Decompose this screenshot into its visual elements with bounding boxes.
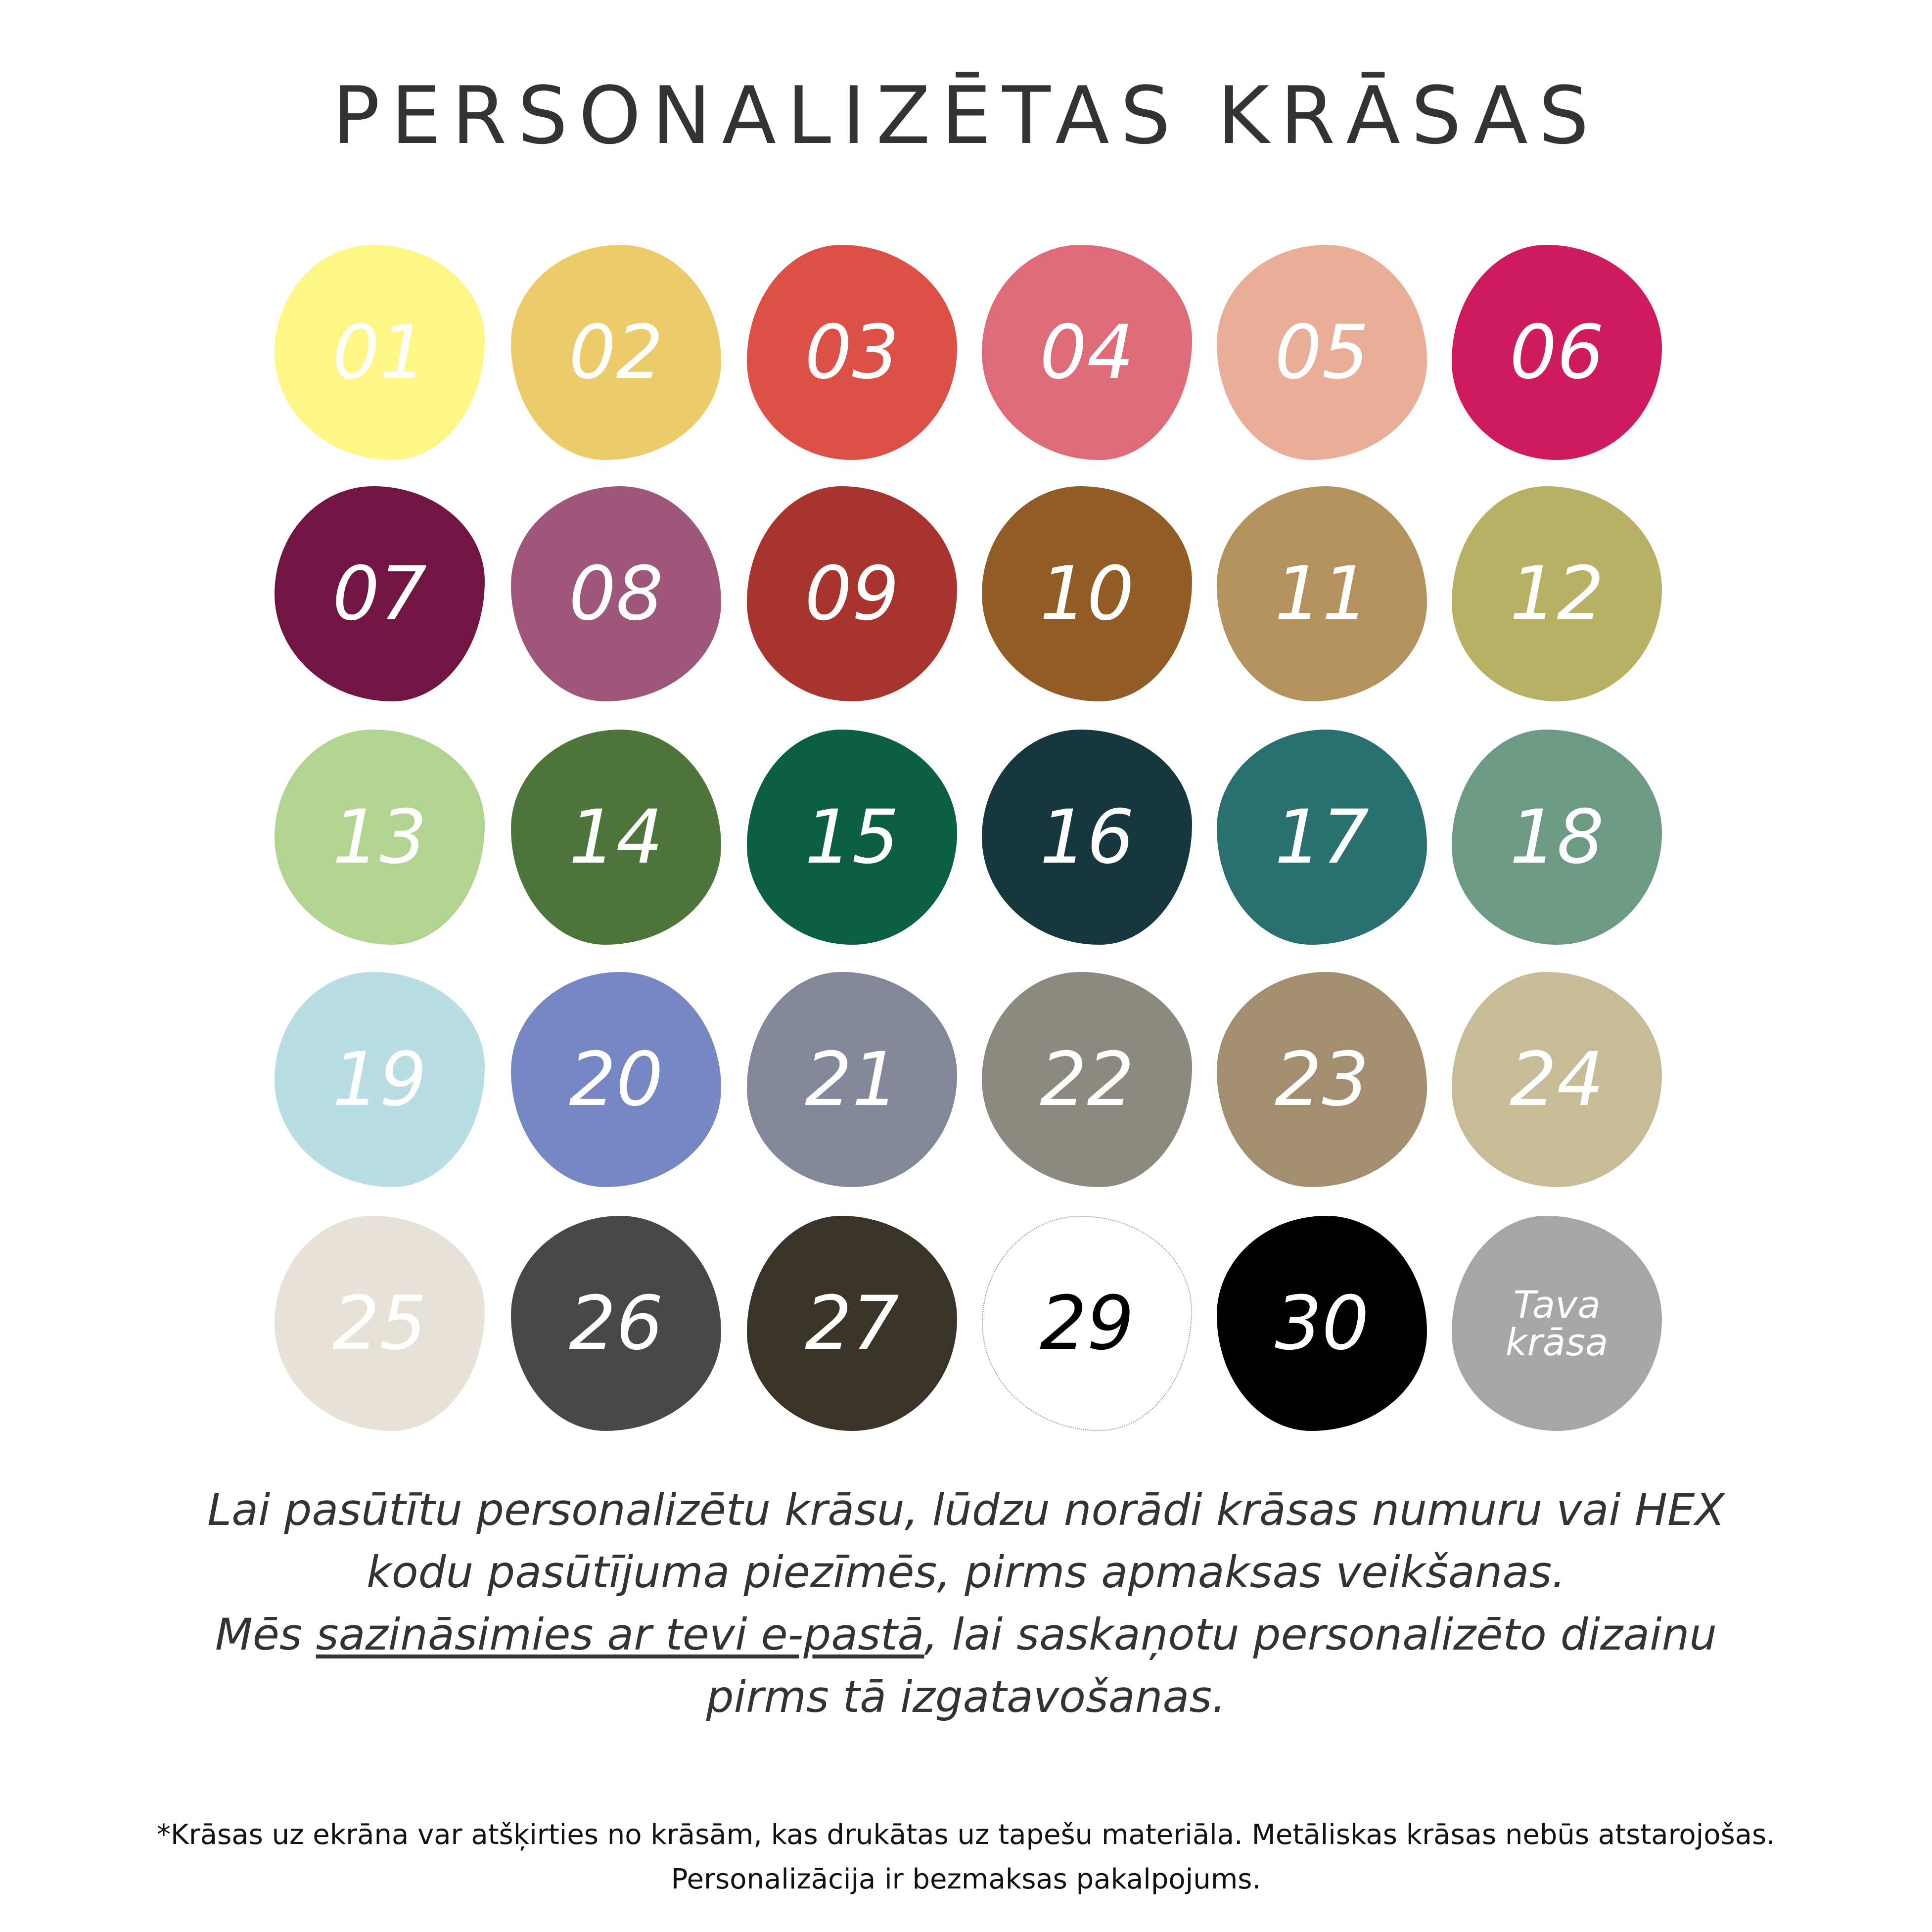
swatch-label: 27 xyxy=(805,1280,899,1367)
color-swatch[interactable]: 04 xyxy=(982,245,1192,460)
swatch-label: 26 xyxy=(569,1280,663,1367)
swatch-label: 19 xyxy=(332,1036,427,1123)
instructions-line-4: pirms tā izgatavošanas. xyxy=(706,1671,1226,1722)
color-swatch[interactable]: 08 xyxy=(511,486,721,701)
color-swatch[interactable]: 17 xyxy=(1217,730,1427,945)
swatch-label: 23 xyxy=(1275,1036,1369,1123)
color-swatch[interactable]: 13 xyxy=(275,730,485,945)
swatch-label: 14 xyxy=(569,794,663,880)
swatch-label: 29 xyxy=(1040,1280,1134,1367)
color-swatch[interactable]: 01 xyxy=(275,245,485,460)
color-swatch[interactable]: 24 xyxy=(1452,972,1662,1187)
swatch-label: 16 xyxy=(1040,794,1134,880)
footnote-line-1: *Krāsas uz ekrāna var atšķirties no krās… xyxy=(157,1819,1775,1851)
instructions-line-2: kodu pasūtījuma piezīmēs, pirms apmaksas… xyxy=(366,1547,1566,1598)
swatch-label: Tava krāsa xyxy=(1505,1282,1609,1364)
color-swatch[interactable]: 03 xyxy=(747,245,957,460)
color-swatch[interactable]: 19 xyxy=(275,972,485,1187)
color-swatch[interactable]: 09 xyxy=(747,486,957,701)
swatch-label: 01 xyxy=(332,309,427,396)
color-swatch[interactable]: 27 xyxy=(747,1216,957,1431)
swatch-label: 18 xyxy=(1510,794,1604,880)
color-swatch[interactable]: 12 xyxy=(1452,486,1662,701)
swatch-label: 09 xyxy=(805,551,899,637)
swatch-label: 07 xyxy=(332,551,427,637)
color-swatch[interactable]: 10 xyxy=(982,486,1192,701)
color-swatch[interactable]: 06 xyxy=(1452,245,1662,460)
color-swatch[interactable]: 29 xyxy=(982,1216,1192,1431)
swatch-label: 17 xyxy=(1275,794,1369,880)
instructions-line-3: Mēs sazināsimies ar tevi e-pastā, lai sa… xyxy=(0,1604,1932,1666)
email-contact-link[interactable]: sazināsimies ar tevi e-pastā xyxy=(316,1609,924,1660)
color-swatch[interactable]: 16 xyxy=(982,730,1192,945)
color-swatch[interactable]: 26 xyxy=(511,1216,721,1431)
swatch-label: 03 xyxy=(805,309,899,396)
swatch-label: 11 xyxy=(1275,551,1369,637)
color-swatch[interactable]: 07 xyxy=(275,486,485,701)
color-swatch[interactable]: 20 xyxy=(511,972,721,1187)
swatch-label: 10 xyxy=(1040,551,1134,637)
swatch-label: 13 xyxy=(332,794,427,880)
color-swatch[interactable]: 18 xyxy=(1452,730,1662,945)
swatch-label: 04 xyxy=(1040,309,1134,396)
color-swatch[interactable]: 25 xyxy=(275,1216,485,1431)
text: , lai saskaņotu personalizēto dizainu xyxy=(924,1609,1717,1660)
instructions-line-1: Lai pasūtītu personalizētu krāsu, lūdzu … xyxy=(207,1484,1725,1535)
color-swatch[interactable]: 30 xyxy=(1217,1216,1427,1431)
swatch-label: 25 xyxy=(332,1280,427,1367)
color-swatch[interactable]: Tava krāsa xyxy=(1452,1216,1662,1431)
footnote-line-2: Personalizācija ir bezmaksas pakalpojums… xyxy=(671,1863,1261,1895)
swatch-label: 20 xyxy=(569,1036,663,1123)
footnote: *Krāsas uz ekrāna var atšķirties no krās… xyxy=(0,1813,1932,1902)
page-title: PERSONALIZĒTAS KRĀSAS xyxy=(332,69,1600,162)
swatch-label: 22 xyxy=(1040,1036,1134,1123)
color-swatch[interactable]: 14 xyxy=(511,730,721,945)
text: Mēs xyxy=(215,1609,316,1660)
swatch-label: 08 xyxy=(569,551,663,637)
color-swatch[interactable]: 02 xyxy=(511,245,721,460)
instructions-paragraph: Lai pasūtītu personalizētu krāsu, lūdzu … xyxy=(0,1479,1932,1728)
swatch-label: 02 xyxy=(569,309,663,396)
color-swatch[interactable]: 22 xyxy=(982,972,1192,1187)
swatch-label: 24 xyxy=(1510,1036,1604,1123)
color-swatch[interactable]: 21 xyxy=(747,972,957,1187)
color-swatch[interactable]: 11 xyxy=(1217,486,1427,701)
swatch-label: 06 xyxy=(1510,309,1604,396)
swatch-label: 05 xyxy=(1275,309,1369,396)
swatch-label: 12 xyxy=(1510,551,1604,637)
swatch-label: 15 xyxy=(805,794,899,880)
color-swatch[interactable]: 15 xyxy=(747,730,957,945)
color-swatch[interactable]: 05 xyxy=(1217,245,1427,460)
swatch-label: 21 xyxy=(805,1036,899,1123)
swatch-label: 30 xyxy=(1275,1280,1369,1367)
color-swatch[interactable]: 23 xyxy=(1217,972,1427,1187)
